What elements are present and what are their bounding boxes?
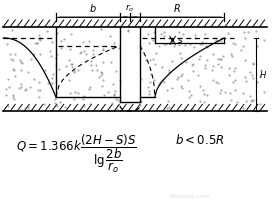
Text: $H$: $H$ xyxy=(259,69,267,80)
Text: zhulong.com: zhulong.com xyxy=(170,194,210,199)
Text: $Q = 1.366k\dfrac{(2H-S)S}{\lg\dfrac{2b}{r_o}}$: $Q = 1.366k\dfrac{(2H-S)S}{\lg\dfrac{2b}… xyxy=(16,133,137,175)
Text: $b < 0.5R$: $b < 0.5R$ xyxy=(175,133,224,147)
Text: $b$: $b$ xyxy=(89,2,97,14)
Text: $s$: $s$ xyxy=(177,36,183,45)
Text: $r_o$: $r_o$ xyxy=(125,3,135,14)
Text: $R$: $R$ xyxy=(173,2,181,14)
